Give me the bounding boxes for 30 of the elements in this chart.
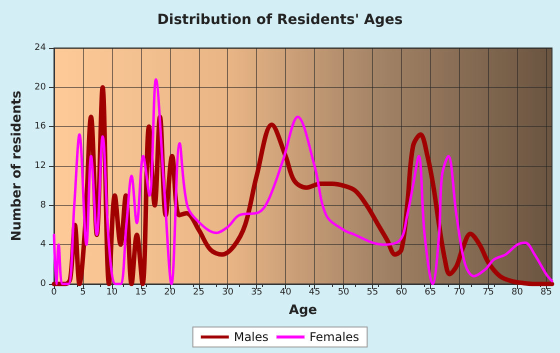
x-tick-label: 35 bbox=[250, 288, 262, 298]
x-tick-label: 60 bbox=[396, 288, 408, 298]
x-tick-label: 80 bbox=[512, 288, 524, 298]
x-tick-label: 40 bbox=[280, 288, 292, 298]
x-tick-label: 25 bbox=[193, 288, 204, 298]
x-tick-label: 75 bbox=[482, 288, 494, 298]
x-tick-label: 30 bbox=[222, 288, 234, 298]
y-axis-title: Number of residents bbox=[10, 90, 25, 242]
x-tick-label: 5 bbox=[80, 288, 86, 298]
x-tick-label: 10 bbox=[106, 288, 118, 298]
y-tick-label: 8 bbox=[40, 200, 46, 210]
x-tick-label: 85 bbox=[540, 288, 552, 298]
y-tick-label: 4 bbox=[40, 240, 46, 250]
x-tick-label: 0 bbox=[51, 288, 58, 298]
y-tick-label: 24 bbox=[34, 43, 46, 53]
chart-title: Distribution of Residents' Ages bbox=[157, 12, 403, 28]
y-tick-label: 12 bbox=[34, 161, 46, 171]
y-tick-label: 16 bbox=[34, 122, 46, 132]
legend-label: Males bbox=[234, 330, 269, 344]
x-tick-label: 20 bbox=[164, 288, 176, 298]
y-tick-label: 20 bbox=[34, 82, 46, 92]
x-tick-label: 70 bbox=[454, 288, 466, 298]
x-tick-label: 55 bbox=[366, 288, 378, 298]
x-tick-label: 45 bbox=[308, 288, 320, 298]
x-axis-title: Age bbox=[288, 303, 318, 318]
x-tick-label: 15 bbox=[135, 288, 147, 298]
legend-label: Females bbox=[310, 330, 360, 344]
y-tick-label: 0 bbox=[40, 279, 46, 289]
x-tick-label: 50 bbox=[338, 288, 350, 298]
x-tick-label: 65 bbox=[424, 288, 436, 298]
